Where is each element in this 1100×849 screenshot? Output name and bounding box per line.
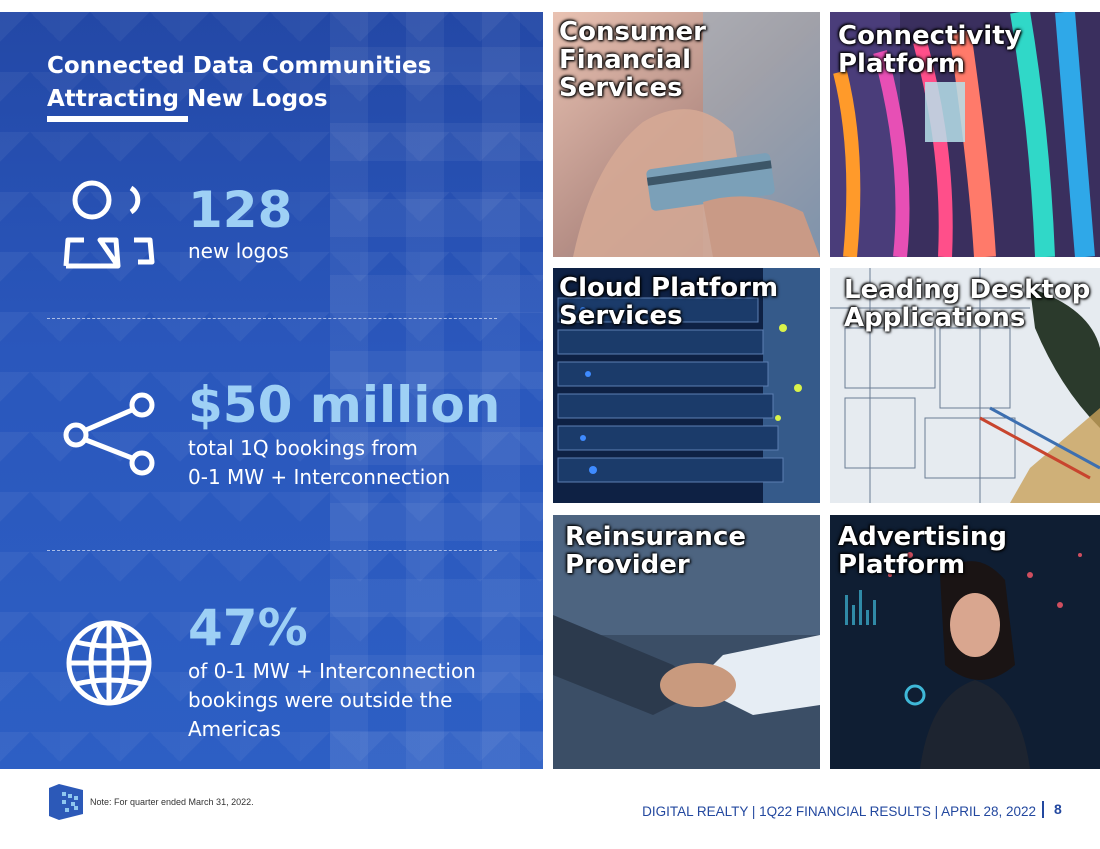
divider (47, 550, 497, 551)
handshake-image (553, 515, 820, 769)
stat-value: $50 million (188, 376, 501, 434)
footer-credit: DIGITAL REALTY | 1Q22 FINANCIAL RESULTS … (642, 804, 1036, 819)
stat-new-logos: 128 new logos (188, 185, 292, 266)
stat-desc-line: of 0-1 MW + Interconnection (188, 659, 476, 683)
page-separator (1042, 801, 1044, 818)
tile-leading-desktop-applications: Leading Desktop Applications (830, 268, 1100, 503)
tile-label: Leading Desktop Applications (844, 275, 1091, 333)
tile-label: Reinsurance Provider (565, 522, 746, 580)
footnote: Note: For quarter ended March 31, 2022. (90, 797, 254, 807)
tile-label: Connectivity Platform (838, 21, 1022, 79)
stat-value: 47% (188, 599, 308, 657)
digital-realty-logo (49, 784, 83, 820)
globe-icon (66, 620, 152, 706)
stat-outside-americas: 47% of 0-1 MW + Interconnection bookings… (188, 603, 476, 744)
stat-desc-line: bookings were outside the (188, 688, 453, 712)
title-line-1: Connected Data Communities (47, 53, 432, 79)
tile-label: Cloud Platform Services (559, 273, 779, 331)
stat-value: 128 (188, 181, 293, 239)
tile-label: Consumer Financial Services (559, 17, 706, 103)
stat-desc-line: new logos (188, 239, 289, 263)
server-rack-image (553, 268, 820, 503)
tile-reinsurance-provider: Reinsurance Provider (553, 515, 820, 769)
tile-consumer-financial-services: Consumer Financial Services (553, 12, 820, 257)
stat-desc-line: total 1Q bookings from (188, 436, 418, 460)
data-screen-person-image (830, 515, 1100, 769)
title-line-2: Attracting New Logos (47, 86, 328, 112)
tile-cloud-platform-services: Cloud Platform Services (553, 268, 820, 503)
title-underline (47, 116, 188, 122)
divider (47, 318, 497, 319)
network-nodes-icon (63, 392, 155, 476)
page-title: Connected Data Communities Attracting Ne… (47, 50, 467, 116)
stat-desc-line: 0-1 MW + Interconnection (188, 465, 451, 489)
network-cables-image (830, 12, 1100, 257)
stat-bookings: $50 million total 1Q bookings from 0-1 M… (188, 380, 500, 492)
page-number: 8 (1054, 801, 1062, 817)
tile-advertising-platform: Advertising Platform (830, 515, 1100, 769)
card-payment-image (553, 12, 820, 257)
tile-label: Advertising Platform (838, 522, 1007, 580)
people-icon (63, 180, 155, 269)
blueprint-image (830, 268, 1100, 503)
tile-connectivity-platform: Connectivity Platform (830, 12, 1100, 257)
stat-desc-line: Americas (188, 717, 281, 741)
